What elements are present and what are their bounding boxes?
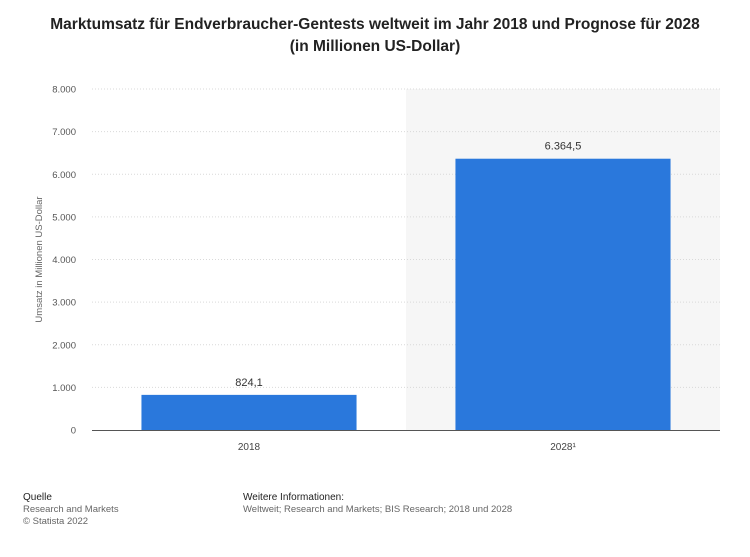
source-block: Quelle Research and Markets © Statista 2… [23, 492, 119, 528]
data-label: 824,1 [235, 377, 263, 389]
source-heading: Quelle [23, 492, 52, 503]
copyright-line: © Statista 2022 [23, 516, 89, 527]
x-category-label: 2018 [238, 442, 261, 453]
bar-chart: 0 1.000 2.000 3.000 4.000 5.000 6.000 7.000 8.00… [34, 85, 720, 453]
y-axis-title: Umsatz in Millionen US-Dollar [34, 196, 45, 322]
y-tick-label: 2.000 [52, 340, 76, 351]
info-heading: Weitere Informationen: [243, 492, 344, 503]
y-tick-label: 8.000 [52, 85, 76, 96]
data-label: 6.364,5 [545, 141, 582, 153]
y-tick-label: 1.000 [52, 383, 76, 394]
y-tick-label: 3.000 [52, 298, 76, 309]
bar [141, 394, 357, 430]
y-tick-label: 7.000 [52, 127, 76, 138]
bar [455, 158, 671, 430]
y-tick-label: 0 [71, 426, 76, 437]
source-line: Research and Markets [23, 504, 119, 515]
x-category-label: 2028¹ [550, 442, 576, 453]
y-tick-label: 5.000 [52, 212, 76, 223]
info-block: Weitere Informationen: Weltweit; Researc… [243, 492, 512, 516]
y-tick-label: 6.000 [52, 170, 76, 181]
y-tick-label: 4.000 [52, 255, 76, 266]
chart-title: Marktumsatz für Endverbraucher-Gentests … [50, 16, 700, 55]
info-text: Weltweit; Research and Markets; BIS Rese… [243, 504, 513, 515]
